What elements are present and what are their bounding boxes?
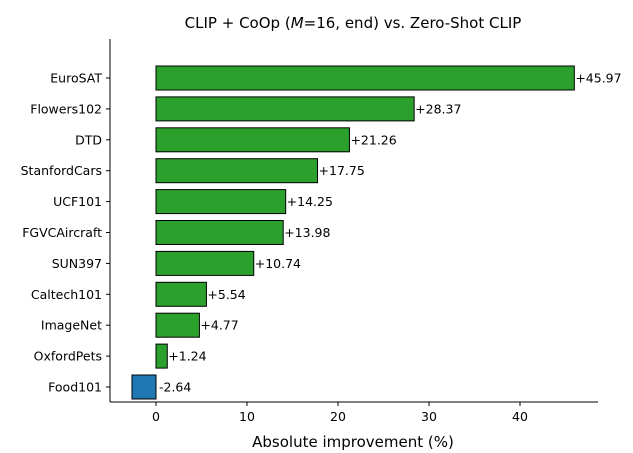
bar <box>155 96 415 122</box>
category-label: OxfordPets <box>34 349 102 364</box>
bar <box>155 189 287 215</box>
data-label: +4.77 <box>200 318 238 333</box>
category-label: ImageNet <box>41 318 102 333</box>
bar <box>155 220 284 245</box>
chart-title-part-2: M <box>291 14 304 32</box>
chart-title-part-3: =16, end) vs. Zero-Shot CLIP <box>304 14 522 32</box>
chart-title-part-1: CLIP + CoOp ( <box>185 14 291 32</box>
data-label: +5.54 <box>207 287 245 302</box>
x-axis-label: Absolute improvement (%) <box>252 433 454 451</box>
category-label: StanfordCars <box>21 163 102 178</box>
category-label: EuroSAT <box>50 71 102 86</box>
x-tick-label: 0 <box>152 409 160 424</box>
bar <box>131 374 157 400</box>
x-tick-label: 10 <box>239 409 255 424</box>
data-label: +10.74 <box>255 256 301 271</box>
bar <box>155 65 575 91</box>
data-label: +45.97 <box>575 71 621 86</box>
bar <box>155 281 207 307</box>
data-label: +28.37 <box>415 101 461 116</box>
data-label: -2.64 <box>159 380 191 395</box>
bar <box>155 158 319 184</box>
data-label: +1.24 <box>168 349 206 364</box>
chart-title: CLIP + CoOp (M=16, end) vs. Zero-Shot CL… <box>185 14 522 32</box>
category-label: DTD <box>75 132 102 147</box>
category-label: SUN397 <box>52 256 102 271</box>
bar <box>155 343 168 369</box>
data-label: +21.26 <box>350 132 396 147</box>
category-label: Flowers102 <box>30 101 102 116</box>
bar <box>155 127 350 153</box>
category-label: FGVCAircraft <box>22 225 102 240</box>
x-tick-label: 20 <box>330 409 346 424</box>
bar <box>155 312 200 338</box>
category-label: Food101 <box>48 380 102 395</box>
category-label: Caltech101 <box>31 287 102 302</box>
bar <box>155 250 255 276</box>
data-label: +13.98 <box>284 225 330 240</box>
data-label: +14.25 <box>287 194 333 209</box>
x-tick-label: 30 <box>421 409 437 424</box>
data-label: +17.75 <box>319 163 365 178</box>
x-tick-label: 40 <box>512 409 528 424</box>
plot-area: 0 10 20 30 40 EuroSAT +45.97 Flowers102 +28.37 DT… <box>21 39 622 424</box>
category-label: UCF101 <box>53 194 102 209</box>
